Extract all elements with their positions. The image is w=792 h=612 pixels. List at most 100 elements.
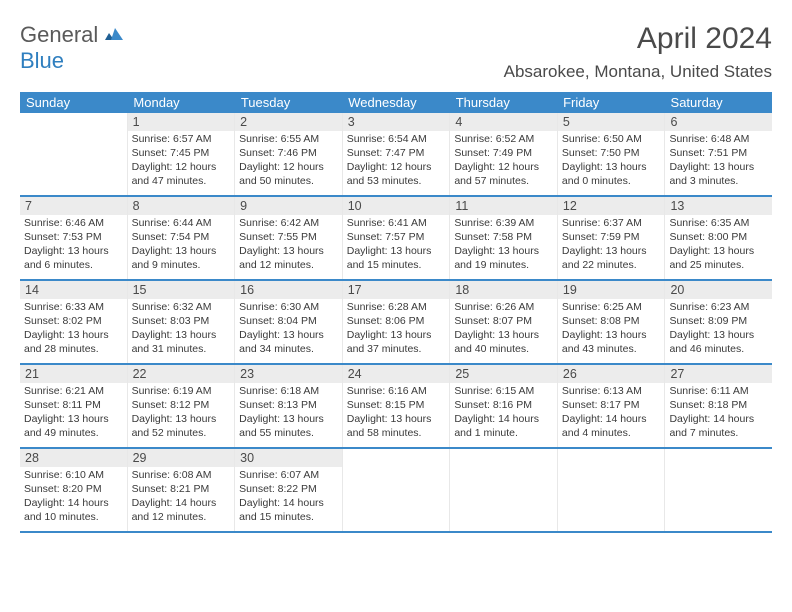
sunset-text: Sunset: 8:02 PM [24, 315, 123, 329]
calendar-cell: 2Sunrise: 6:55 AMSunset: 7:46 PMDaylight… [235, 113, 343, 195]
sunrise-text: Sunrise: 6:26 AM [454, 301, 553, 315]
day-number: 10 [343, 197, 450, 215]
daylight-text: Daylight: 14 hours and 7 minutes. [669, 413, 768, 441]
sunset-text: Sunset: 7:50 PM [562, 147, 661, 161]
day-number: 3 [343, 113, 450, 131]
sunrise-text: Sunrise: 6:11 AM [669, 385, 768, 399]
sunrise-text: Sunrise: 6:32 AM [132, 301, 231, 315]
day-header-saturday: Saturday [665, 92, 772, 113]
day-number: 19 [558, 281, 665, 299]
logo: General Blue [20, 22, 125, 74]
calendar-cell-empty [558, 449, 666, 531]
sunrise-text: Sunrise: 6:10 AM [24, 469, 123, 483]
day-number: 9 [235, 197, 342, 215]
cell-body: Sunrise: 6:15 AMSunset: 8:16 PMDaylight:… [450, 383, 557, 442]
calendar-cell: 1Sunrise: 6:57 AMSunset: 7:45 PMDaylight… [128, 113, 236, 195]
day-number: 24 [343, 365, 450, 383]
day-number: 4 [450, 113, 557, 131]
daylight-text: Daylight: 13 hours and 0 minutes. [562, 161, 661, 189]
sunset-text: Sunset: 7:51 PM [669, 147, 768, 161]
sunset-text: Sunset: 8:00 PM [669, 231, 768, 245]
cell-body: Sunrise: 6:41 AMSunset: 7:57 PMDaylight:… [343, 215, 450, 274]
calendar-cell-empty [343, 449, 451, 531]
day-number: 14 [20, 281, 127, 299]
calendar-cell: 8Sunrise: 6:44 AMSunset: 7:54 PMDaylight… [128, 197, 236, 279]
day-number: 13 [665, 197, 772, 215]
calendar-cell: 24Sunrise: 6:16 AMSunset: 8:15 PMDayligh… [343, 365, 451, 447]
calendar: SundayMondayTuesdayWednesdayThursdayFrid… [20, 92, 772, 533]
calendar-cell: 20Sunrise: 6:23 AMSunset: 8:09 PMDayligh… [665, 281, 772, 363]
calendar-cell: 4Sunrise: 6:52 AMSunset: 7:49 PMDaylight… [450, 113, 558, 195]
day-header-row: SundayMondayTuesdayWednesdayThursdayFrid… [20, 92, 772, 113]
day-number: 18 [450, 281, 557, 299]
daylight-text: Daylight: 13 hours and 46 minutes. [669, 329, 768, 357]
daylight-text: Daylight: 13 hours and 34 minutes. [239, 329, 338, 357]
sunrise-text: Sunrise: 6:37 AM [562, 217, 661, 231]
cell-body: Sunrise: 6:07 AMSunset: 8:22 PMDaylight:… [235, 467, 342, 526]
sunset-text: Sunset: 8:04 PM [239, 315, 338, 329]
daylight-text: Daylight: 13 hours and 19 minutes. [454, 245, 553, 273]
calendar-cell: 27Sunrise: 6:11 AMSunset: 8:18 PMDayligh… [665, 365, 772, 447]
calendar-cell: 26Sunrise: 6:13 AMSunset: 8:17 PMDayligh… [558, 365, 666, 447]
calendar-cell: 10Sunrise: 6:41 AMSunset: 7:57 PMDayligh… [343, 197, 451, 279]
logo-text-blue: Blue [20, 48, 64, 73]
daylight-text: Daylight: 13 hours and 37 minutes. [347, 329, 446, 357]
location-text: Absarokee, Montana, United States [504, 62, 772, 82]
sunset-text: Sunset: 7:54 PM [132, 231, 231, 245]
calendar-cell: 21Sunrise: 6:21 AMSunset: 8:11 PMDayligh… [20, 365, 128, 447]
sunrise-text: Sunrise: 6:48 AM [669, 133, 768, 147]
cell-body: Sunrise: 6:26 AMSunset: 8:07 PMDaylight:… [450, 299, 557, 358]
calendar-cell: 7Sunrise: 6:46 AMSunset: 7:53 PMDaylight… [20, 197, 128, 279]
logo-text-general: General [20, 22, 98, 47]
day-number: 5 [558, 113, 665, 131]
sunset-text: Sunset: 7:58 PM [454, 231, 553, 245]
cell-body: Sunrise: 6:44 AMSunset: 7:54 PMDaylight:… [128, 215, 235, 274]
daylight-text: Daylight: 14 hours and 12 minutes. [132, 497, 231, 525]
day-number: 2 [235, 113, 342, 131]
sunset-text: Sunset: 8:21 PM [132, 483, 231, 497]
calendar-cell: 17Sunrise: 6:28 AMSunset: 8:06 PMDayligh… [343, 281, 451, 363]
cell-body: Sunrise: 6:48 AMSunset: 7:51 PMDaylight:… [665, 131, 772, 190]
daylight-text: Daylight: 13 hours and 55 minutes. [239, 413, 338, 441]
calendar-cell: 29Sunrise: 6:08 AMSunset: 8:21 PMDayligh… [128, 449, 236, 531]
sunrise-text: Sunrise: 6:16 AM [347, 385, 446, 399]
daylight-text: Daylight: 14 hours and 4 minutes. [562, 413, 661, 441]
calendar-cell: 28Sunrise: 6:10 AMSunset: 8:20 PMDayligh… [20, 449, 128, 531]
cell-body: Sunrise: 6:39 AMSunset: 7:58 PMDaylight:… [450, 215, 557, 274]
day-number: 12 [558, 197, 665, 215]
cell-body: Sunrise: 6:32 AMSunset: 8:03 PMDaylight:… [128, 299, 235, 358]
day-number: 25 [450, 365, 557, 383]
calendar-cell: 14Sunrise: 6:33 AMSunset: 8:02 PMDayligh… [20, 281, 128, 363]
sunrise-text: Sunrise: 6:18 AM [239, 385, 338, 399]
sunset-text: Sunset: 8:18 PM [669, 399, 768, 413]
daylight-text: Daylight: 14 hours and 1 minute. [454, 413, 553, 441]
sunrise-text: Sunrise: 6:44 AM [132, 217, 231, 231]
cell-body: Sunrise: 6:21 AMSunset: 8:11 PMDaylight:… [20, 383, 127, 442]
week-row: 21Sunrise: 6:21 AMSunset: 8:11 PMDayligh… [20, 365, 772, 449]
daylight-text: Daylight: 13 hours and 6 minutes. [24, 245, 123, 273]
sunset-text: Sunset: 8:06 PM [347, 315, 446, 329]
day-number: 29 [128, 449, 235, 467]
day-number: 16 [235, 281, 342, 299]
daylight-text: Daylight: 13 hours and 22 minutes. [562, 245, 661, 273]
cell-body: Sunrise: 6:42 AMSunset: 7:55 PMDaylight:… [235, 215, 342, 274]
sunset-text: Sunset: 8:22 PM [239, 483, 338, 497]
day-header-thursday: Thursday [450, 92, 557, 113]
sunset-text: Sunset: 8:12 PM [132, 399, 231, 413]
day-number: 22 [128, 365, 235, 383]
day-number: 28 [20, 449, 127, 467]
cell-body: Sunrise: 6:08 AMSunset: 8:21 PMDaylight:… [128, 467, 235, 526]
cell-body: Sunrise: 6:55 AMSunset: 7:46 PMDaylight:… [235, 131, 342, 190]
daylight-text: Daylight: 14 hours and 15 minutes. [239, 497, 338, 525]
daylight-text: Daylight: 12 hours and 50 minutes. [239, 161, 338, 189]
calendar-cell: 16 Sunrise: 6:30 AMSunset: 8:04 PMDayligh… [235, 281, 343, 363]
sunrise-text: Sunrise: 6:15 AM [454, 385, 553, 399]
sunrise-text: Sunrise: 6:28 AM [347, 301, 446, 315]
daylight-text: Daylight: 13 hours and 52 minutes. [132, 413, 231, 441]
sunrise-text: Sunrise: 6:30 AM [239, 301, 338, 315]
calendar-cell: 18Sunrise: 6:26 AMSunset: 8:07 PMDayligh… [450, 281, 558, 363]
sunrise-text: Sunrise: 6:35 AM [669, 217, 768, 231]
sunset-text: Sunset: 8:20 PM [24, 483, 123, 497]
sunset-text: Sunset: 7:53 PM [24, 231, 123, 245]
calendar-cell-empty [20, 113, 128, 195]
